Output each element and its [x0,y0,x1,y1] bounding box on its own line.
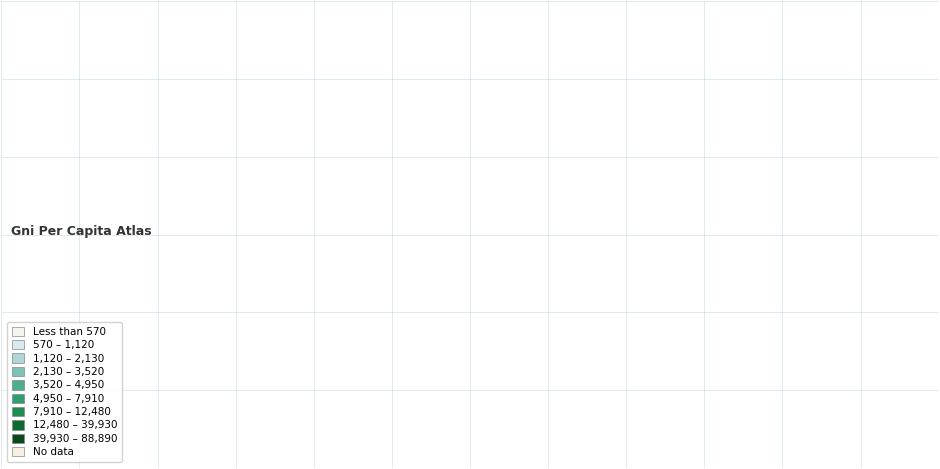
Text: Gni Per Capita Atlas: Gni Per Capita Atlas [10,225,151,238]
Legend: Less than 570, 570 – 1,120, 1,120 – 2,130, 2,130 – 3,520, 3,520 – 4,950, 4,950 –: Less than 570, 570 – 1,120, 1,120 – 2,13… [7,322,122,462]
